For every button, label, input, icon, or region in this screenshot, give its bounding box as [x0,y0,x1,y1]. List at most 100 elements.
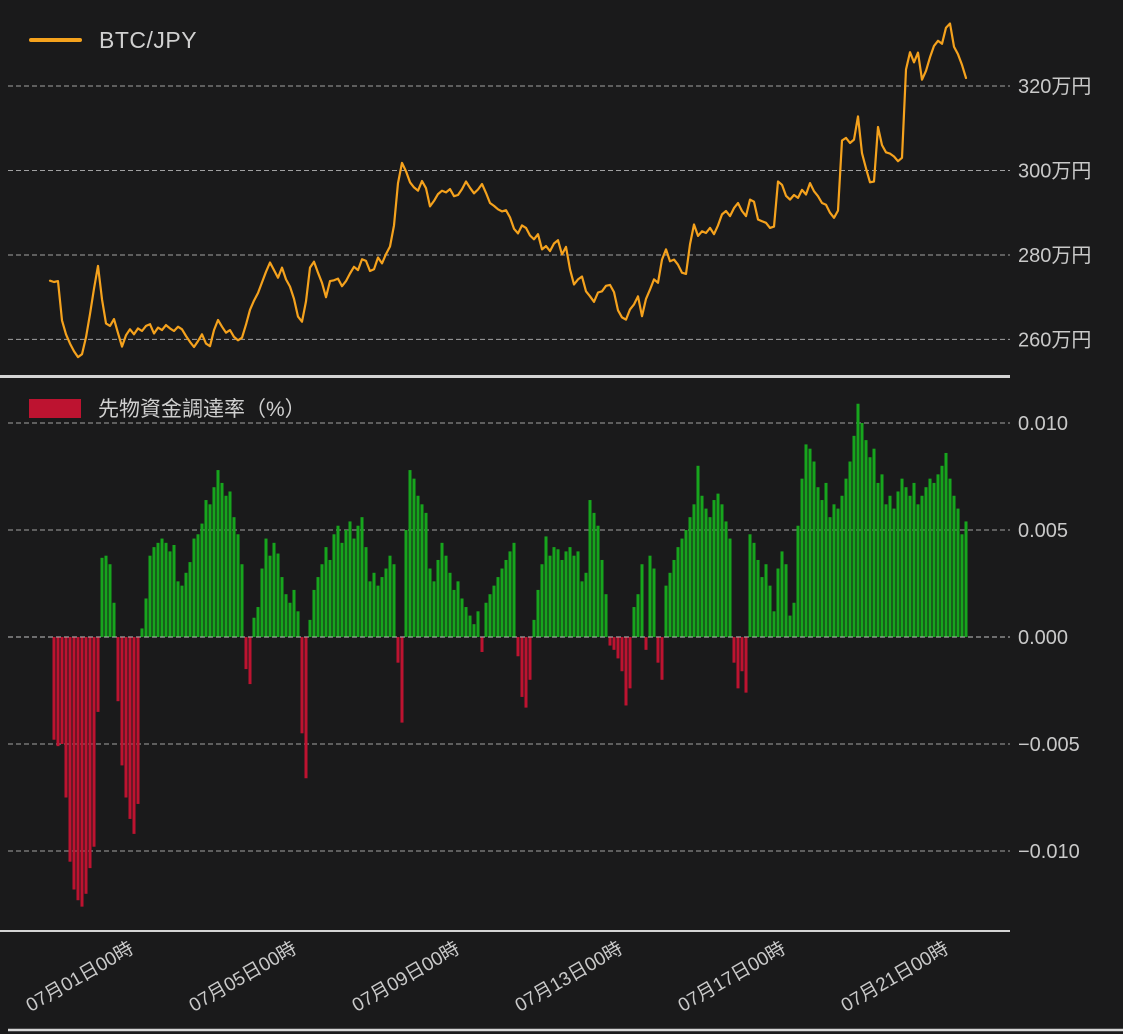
funding-bar [616,637,620,659]
funding-bar [516,637,520,657]
funding-bar [72,637,76,890]
funding-bar [468,615,472,637]
funding-bar [936,474,940,637]
price-legend-line-swatch [29,38,82,42]
funding-bar [408,470,412,637]
funding-bar [100,557,104,637]
funding-bar [412,478,416,637]
funding-bar [652,568,656,637]
funding-bar [924,487,928,637]
funding-bar [720,504,724,637]
funding-bar [784,564,788,637]
funding-bar [920,495,924,637]
funding-bar [384,568,388,637]
funding-bar [544,536,548,637]
funding-bar [128,637,132,819]
funding-bar [56,637,60,747]
funding-bar [812,461,816,637]
funding-bar [756,559,760,637]
funding-bar [396,637,400,663]
funding-bar [804,444,808,637]
funding-bar [360,517,364,637]
funding-bar [216,470,220,637]
price-legend-label: BTC/JPY [99,26,198,53]
funding-bar [212,487,216,637]
funding-bar [452,589,456,637]
funding-bar [704,508,708,637]
funding-bar [576,551,580,637]
funding-bar [472,624,476,637]
funding-bar [628,637,632,689]
funding-bar [136,637,140,804]
funding-bar [224,495,228,637]
funding-bar [712,500,716,637]
funding-bar [732,637,736,663]
funding-bar [788,615,792,637]
funding-bar [140,628,144,637]
funding-bar [236,534,240,637]
funding-bar [760,577,764,637]
funding-bar [644,637,648,650]
funding-bar [524,637,528,708]
funding-y-tick-label: 0.005 [1018,520,1068,542]
funding-bar [436,559,440,637]
funding-bar [900,478,904,637]
price-y-tick-label: 260万円 [1018,329,1091,351]
funding-bar [540,564,544,637]
price-line [48,22,968,359]
funding-bar [280,577,284,637]
funding-bar [184,572,188,637]
funding-bar [368,581,372,637]
funding-bar [364,547,368,637]
funding-bar [740,637,744,672]
funding-bar [520,637,524,697]
funding-bar [352,538,356,637]
funding-bar [832,504,836,637]
funding-bar [624,637,628,706]
funding-bar [276,553,280,637]
funding-bar [112,602,116,637]
funding-bar [676,547,680,637]
funding-bar [556,549,560,637]
funding-bar [192,538,196,637]
funding-bar [296,611,300,637]
funding-bar [356,525,360,637]
funding-bar [248,637,252,685]
funding-bar [724,521,728,637]
funding-bar [244,637,248,670]
funding-bar [460,598,464,637]
funding-bar [776,568,780,637]
funding-bar [940,465,944,637]
funding-bar [912,482,916,637]
x-axis-tick-label: 07月01日00時 [22,937,137,1016]
funding-bar [708,517,712,637]
funding-bar [584,572,588,637]
funding-bar [736,637,740,689]
x-axis-tick-label: 07月13日00時 [511,937,626,1016]
funding-bar [260,568,264,637]
funding-bar [944,452,948,637]
funding-bar [748,534,752,637]
funding-bar [664,585,668,637]
funding-bar [80,637,84,907]
x-axis-tick-label: 07月09日00時 [348,937,463,1016]
funding-bar [692,504,696,637]
funding-bar [160,538,164,637]
funding-bar [868,457,872,637]
funding-bar [852,435,856,637]
funding-bar [820,500,824,637]
funding-bar [768,585,772,637]
funding-bar [172,544,176,637]
funding-bar [688,517,692,637]
funding-bar [860,423,864,637]
funding-bar [456,581,460,637]
funding-bar [444,555,448,637]
funding-bar [588,500,592,637]
funding-bar [496,577,500,637]
funding-bar [84,637,88,894]
funding-bar [916,504,920,637]
funding-bar [432,581,436,637]
funding-bar [336,525,340,637]
funding-bar [960,534,964,637]
